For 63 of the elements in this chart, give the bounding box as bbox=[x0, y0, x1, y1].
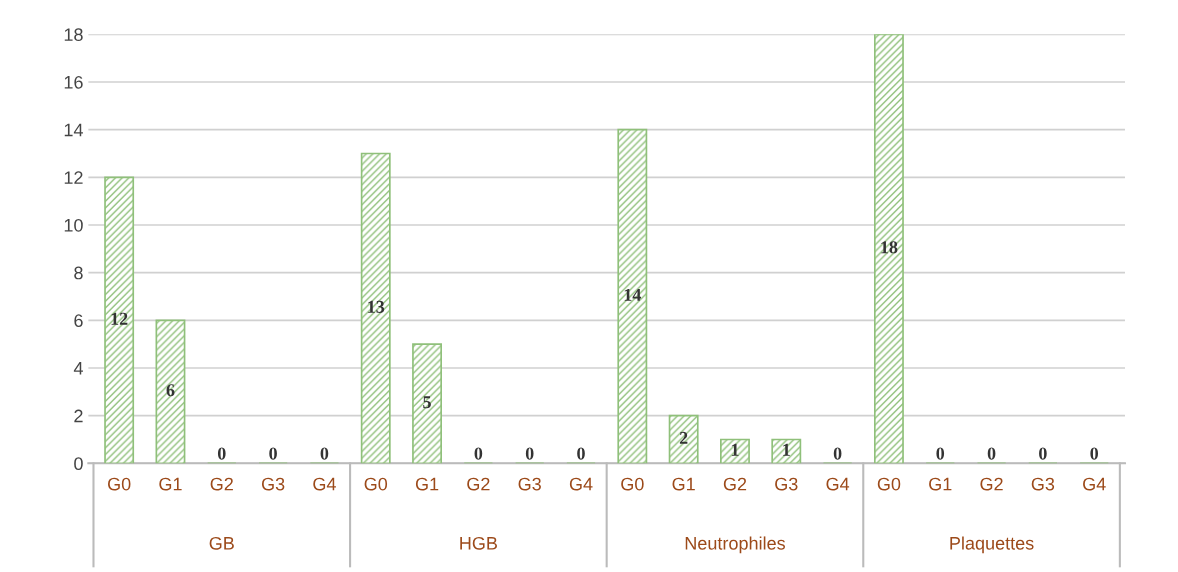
data-label: 0 bbox=[1039, 447, 1047, 460]
y-tick-label: 12 bbox=[64, 171, 83, 184]
bar bbox=[412, 343, 443, 464]
x-tick-label: G2 bbox=[210, 477, 233, 491]
bar bbox=[155, 319, 186, 464]
bar bbox=[720, 438, 750, 464]
text: HGB bbox=[460, 536, 497, 550]
y-tick-label: 10 bbox=[64, 218, 83, 232]
x-tick-label: G4 bbox=[1083, 477, 1106, 491]
x-tick-label: G4 bbox=[569, 477, 593, 491]
data-label: 6 bbox=[166, 384, 175, 397]
x-tick-label: G2 bbox=[980, 477, 1003, 491]
x-tick-label: G3 bbox=[261, 477, 285, 491]
text: Plaquettes bbox=[950, 536, 1034, 554]
x-tick-label: G2 bbox=[723, 477, 747, 491]
data-label: 0 bbox=[217, 447, 226, 460]
x-tick-label: G0 bbox=[108, 477, 131, 491]
data-label: 12 bbox=[111, 312, 128, 325]
data-label: 0 bbox=[1090, 447, 1099, 460]
x-tick-label: G1 bbox=[672, 477, 695, 491]
bar bbox=[360, 152, 391, 464]
bar bbox=[873, 34, 904, 464]
bar bbox=[617, 128, 648, 464]
data-label: 2 bbox=[679, 431, 688, 444]
x-tick-label: G0 bbox=[621, 477, 644, 491]
y-tick-label: 6 bbox=[74, 314, 83, 328]
data-label: 13 bbox=[368, 300, 385, 313]
y-tick-label: 4 bbox=[73, 362, 83, 375]
x-tick-label: G0 bbox=[877, 477, 901, 491]
text: Neutrophiles bbox=[685, 536, 785, 554]
data-label: 18 bbox=[881, 241, 898, 254]
data-label: 0 bbox=[320, 447, 329, 460]
data-label: 0 bbox=[936, 447, 945, 460]
x-tick-label: G3 bbox=[518, 477, 541, 491]
bar bbox=[104, 176, 135, 464]
x-tick-label: G1 bbox=[159, 477, 182, 491]
x-tick-label: G3 bbox=[775, 477, 798, 491]
data-label: 14 bbox=[624, 288, 642, 301]
y-tick-label: 8 bbox=[74, 266, 83, 280]
data-label: 0 bbox=[577, 447, 585, 460]
x-tick-label: G3 bbox=[1031, 477, 1055, 491]
data-label: 1 bbox=[731, 443, 739, 456]
data-label: 5 bbox=[423, 396, 431, 409]
x-tick-label: G1 bbox=[415, 477, 439, 491]
x-tick-label: G4 bbox=[826, 477, 850, 491]
data-label: 0 bbox=[525, 447, 534, 460]
x-tick-label: G4 bbox=[313, 477, 336, 491]
x-tick-label: G1 bbox=[929, 477, 952, 491]
y-tick-label: 16 bbox=[64, 75, 83, 89]
text: GB bbox=[209, 536, 234, 550]
data-label: 0 bbox=[474, 447, 483, 460]
x-tick-label: G2 bbox=[467, 477, 490, 491]
y-tick-label: 2 bbox=[74, 409, 83, 423]
bar bbox=[771, 438, 802, 464]
y-tick-label: 18 bbox=[64, 28, 83, 42]
data-label: 0 bbox=[987, 447, 996, 460]
x-tick-label: G0 bbox=[364, 477, 388, 491]
data-label: 1 bbox=[783, 443, 790, 456]
data-label: 0 bbox=[833, 447, 842, 460]
bar bbox=[668, 414, 699, 464]
y-tick-label: 0 bbox=[74, 457, 83, 471]
data-label: 0 bbox=[269, 447, 277, 460]
y-tick-label: 14 bbox=[64, 123, 83, 137]
